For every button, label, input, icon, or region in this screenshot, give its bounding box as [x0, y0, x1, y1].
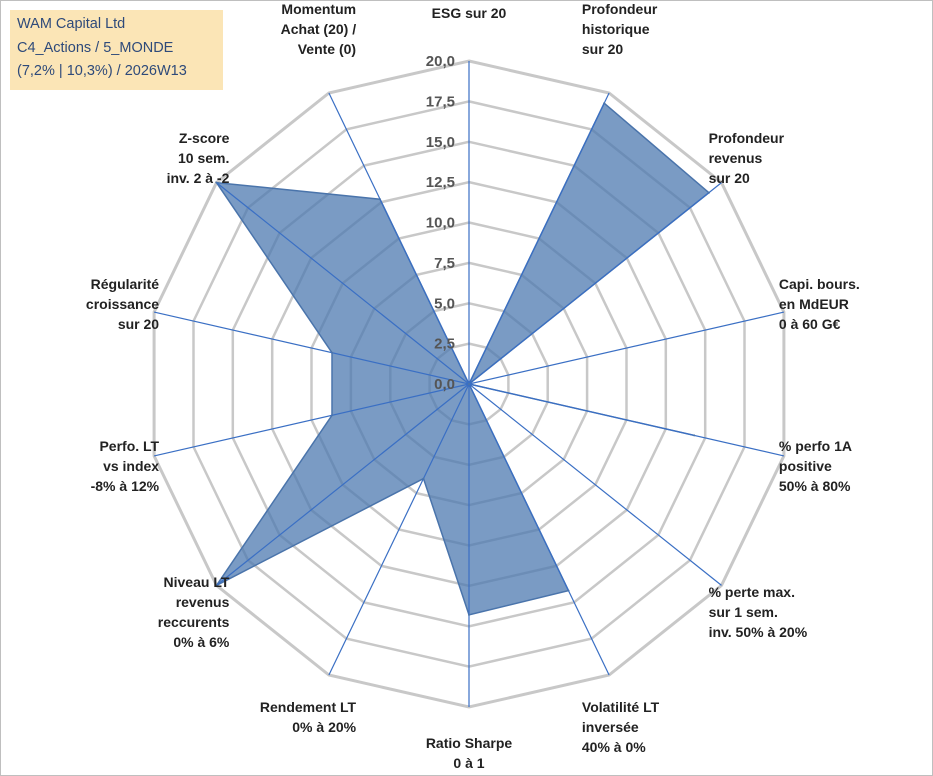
axis-label: Capi. bours. en MdEUR 0 à 60 G€: [779, 276, 860, 332]
axis-label: % perte max. sur 1 sem. inv. 50% à 20%: [709, 584, 808, 640]
axis-label-line: 10 sem.: [178, 150, 229, 166]
axis-label: Régularité croissance sur 20: [86, 276, 159, 332]
data-point: [468, 383, 470, 385]
performance-week: (7,2% | 10,3%) / 2026W13: [17, 63, 187, 79]
axis-label-line: sur 1 sem.: [709, 604, 778, 620]
axis-spoke: [468, 383, 785, 457]
radial-tick-label: 15,0: [426, 134, 455, 151]
axis-label-line: revenus: [176, 594, 230, 610]
radial-tick-label: 5,0: [434, 295, 455, 312]
axis-spoke: [468, 383, 610, 676]
radial-tick-label: 2,5: [434, 336, 455, 353]
axis-label: Momentum Achat (20) / Vente (0): [281, 1, 357, 57]
axis-label: Profondeur revenus sur 20: [709, 130, 785, 186]
axis-label-line: Z-score: [179, 130, 230, 146]
axis-label-line: Perfo. LT: [99, 438, 159, 454]
axis-label-line: % perfo 1A: [779, 438, 852, 454]
axis-label-line: Capi. bours.: [779, 276, 860, 292]
axis-label-line: % perte max.: [709, 584, 795, 600]
axis-label-line: vs index: [103, 458, 159, 474]
axis-label-line: Rendement LT: [260, 699, 357, 715]
axis-label-line: revenus: [709, 150, 763, 166]
axis-label: Ratio Sharpe 0 à 1: [426, 735, 513, 771]
axis-label-line: 0 à 60 G€: [779, 316, 841, 332]
axis-label-line: Profondeur: [709, 130, 785, 146]
axis-label: % perfo 1A positive 50% à 80%: [779, 438, 852, 494]
axis-label-line: sur 20: [709, 170, 750, 186]
data-point: [215, 181, 218, 184]
radial-tick-label: 12,5: [426, 174, 455, 191]
data-point: [331, 351, 333, 354]
axis-spoke: [468, 182, 722, 385]
axis-label-line: Ratio Sharpe: [426, 735, 513, 751]
axis-label: Profondeur historique sur 20: [582, 1, 658, 57]
axis-spoke: [153, 311, 470, 385]
axis-label-line: sur 20: [118, 316, 159, 332]
axis-label-line: sur 20: [582, 41, 623, 57]
axis-label-line: croissance: [86, 296, 159, 312]
axis-label-line: en MdEUR: [779, 296, 849, 312]
radial-tick-label: 7,5: [434, 255, 455, 272]
data-point: [422, 477, 425, 480]
portfolio-category: C4_Actions / 5_MONDE: [17, 39, 174, 56]
data-point: [331, 414, 333, 417]
data-point: [567, 589, 570, 592]
axis-spoke: [328, 383, 470, 676]
data-point: [468, 613, 470, 616]
axis-label-line: inversée: [582, 719, 639, 735]
axis-label-line: Niveau LT: [164, 574, 230, 590]
data-point: [603, 102, 606, 105]
axis-label-line: reccurents: [158, 614, 230, 630]
axis-label: Note ESG sur 20: [432, 0, 507, 21]
axis-spoke: [216, 182, 470, 385]
title-box: WAM Capital Ltd C4_Actions / 5_MONDE (7,…: [10, 10, 223, 90]
axis-spoke: [468, 92, 610, 385]
data-point: [379, 198, 381, 201]
data-point: [693, 434, 696, 437]
axis-label-line: Note: [453, 0, 484, 1]
axis-spoke: [153, 383, 470, 457]
radial-tick-label: 17,5: [426, 93, 455, 110]
axis-label-line: historique: [582, 21, 650, 37]
axis-label-line: inv. 2 à -2: [167, 170, 230, 186]
axis-label-line: ESG sur 20: [432, 5, 507, 21]
axis-label-line: -8% à 12%: [91, 478, 160, 494]
company-name: WAM Capital Ltd: [17, 16, 126, 32]
radial-tick-label: 0,0: [434, 376, 455, 393]
axis-label-line: 50% à 80%: [779, 478, 851, 494]
axis-label-line: 0% à 20%: [292, 719, 356, 735]
axis-label: Perfo. LT vs index -8% à 12%: [91, 438, 160, 494]
axis-spoke: [468, 311, 785, 385]
axis-label-line: Volatilité LT: [582, 699, 660, 715]
axis-label-line: Achat (20) /: [281, 21, 357, 37]
axis-label-line: 0% à 6%: [173, 634, 230, 650]
data-area: [214, 101, 711, 616]
axis-label: Niveau LT revenus reccurents 0% à 6%: [158, 574, 230, 650]
axis-spoke: [468, 383, 722, 586]
axis-spoke: [328, 92, 470, 385]
axis-label-line: positive: [779, 458, 832, 474]
axis-label-line: Vente (0): [298, 41, 356, 57]
data-point: [707, 191, 710, 194]
axis-spoke: [216, 383, 470, 586]
axis-label-line: Régularité: [91, 276, 160, 292]
axis-label: Rendement LT 0% à 20%: [260, 699, 357, 735]
axis-label-line: 40% à 0%: [582, 739, 646, 755]
axis-label-line: 0 à 1: [453, 755, 484, 771]
axis-label-line: inv. 50% à 20%: [709, 624, 808, 640]
axis-label-line: Profondeur: [582, 1, 658, 17]
axis-label: Z-score 10 sem. inv. 2 à -2: [167, 130, 230, 186]
radial-tick-label: 20,0: [426, 53, 455, 70]
radial-tick-label: 10,0: [426, 215, 455, 232]
data-point: [215, 584, 218, 587]
axis-label: Volatilité LT inversée 40% à 0%: [582, 699, 660, 755]
axis-label-line: Momentum: [281, 1, 356, 17]
